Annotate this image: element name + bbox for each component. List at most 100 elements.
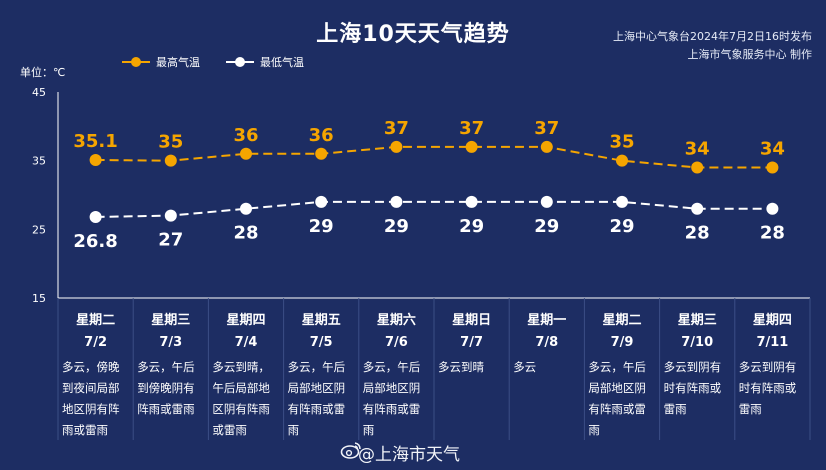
data-label-high: 35.1 <box>73 131 117 152</box>
weather-text: 雷雨 <box>739 402 762 416</box>
data-point-high <box>164 154 177 167</box>
date-label: 7/5 <box>310 335 333 350</box>
data-label-high: 37 <box>459 118 484 139</box>
data-label-low: 29 <box>609 216 634 237</box>
weather-text: 阵雨或雷雨 <box>137 402 195 416</box>
weather-text: 局部地区阴 <box>288 381 346 395</box>
weather-text: 多云，午后 <box>288 360 346 374</box>
data-point-high <box>240 147 252 160</box>
weather-text: 多云，傍晚 <box>62 360 120 374</box>
data-point-high <box>390 140 403 153</box>
data-label-high: 34 <box>760 139 785 160</box>
weather-text: 多云，午后 <box>363 360 421 374</box>
legend-label-1: 最低气温 <box>260 55 304 69</box>
producer-line: 上海市气象服务中心 制作 <box>687 48 813 61</box>
weather-text: 时有阵雨或 <box>664 381 722 395</box>
data-point-low <box>691 202 704 215</box>
data-label-high: 35 <box>158 132 183 153</box>
data-label-high: 34 <box>685 139 710 160</box>
weather-text: 多云到阴有 <box>739 360 797 374</box>
y-tick-label: 15 <box>32 292 46 305</box>
data-label-low: 27 <box>158 230 183 251</box>
page-title: 上海10天天气趋势 <box>316 22 510 47</box>
weekday-label: 星期一 <box>527 313 566 328</box>
data-label-high: 37 <box>534 118 559 139</box>
weekday-label: 星期二 <box>76 313 115 328</box>
data-label-low: 29 <box>384 216 409 237</box>
weekday-label: 星期三 <box>678 313 717 328</box>
data-point-high <box>540 140 553 153</box>
weather-text: 雨 <box>288 423 300 437</box>
weather-text: 到傍晚阴有 <box>137 381 195 395</box>
y-tick-label: 35 <box>32 155 46 168</box>
weather-text: 多云，午后 <box>137 360 195 374</box>
weather-text: 有阵雨或雷 <box>363 402 421 416</box>
weekday-label: 星期四 <box>753 313 792 328</box>
publisher-line: 上海中心气象台2024年7月2日16时发布 <box>613 30 812 43</box>
data-label-low: 29 <box>459 216 484 237</box>
weekday-label: 星期日 <box>452 313 491 328</box>
data-label-low: 28 <box>233 223 258 244</box>
data-point-high <box>465 140 478 153</box>
weather-text: 雨 <box>588 423 600 437</box>
data-point-high <box>89 153 102 166</box>
weather-text: 或雷雨 <box>212 423 247 437</box>
data-point-low <box>89 210 102 223</box>
legend-marker-1 <box>235 57 245 67</box>
weather-text: 多云到晴， <box>212 360 270 374</box>
date-label: 7/7 <box>460 335 483 350</box>
weather-text: 局部地区阴 <box>588 381 646 395</box>
data-point-low <box>315 195 328 208</box>
date-label: 7/6 <box>385 335 408 350</box>
weather-text: 多云到晴 <box>438 360 484 374</box>
weather-text: 雨或雷雨 <box>62 423 108 437</box>
weather-text: 多云，午后 <box>588 360 646 374</box>
data-label-high: 37 <box>384 118 409 139</box>
date-label: 7/8 <box>535 335 558 350</box>
weather-text: 时有阵雨或 <box>739 381 797 395</box>
date-label: 7/10 <box>681 335 713 350</box>
y-tick-label: 25 <box>32 223 46 236</box>
data-point-high <box>616 154 628 167</box>
date-label: 7/2 <box>84 335 107 350</box>
data-label-low: 28 <box>760 223 785 244</box>
weekday-label: 星期二 <box>602 313 641 328</box>
weibo-icon <box>340 442 361 459</box>
weekday-label: 星期六 <box>377 312 416 328</box>
data-label-high: 35 <box>609 132 634 153</box>
date-label: 7/4 <box>235 335 258 350</box>
data-point-high <box>766 161 779 174</box>
weekday-label: 星期四 <box>226 313 265 328</box>
data-label-low: 26.8 <box>73 231 117 252</box>
data-label-low: 29 <box>309 216 334 237</box>
data-point-low <box>540 195 553 208</box>
weather-text: 多云到阴有 <box>664 360 722 374</box>
legend-label-0: 最高气温 <box>156 55 200 69</box>
weather-text: 有阵雨或雷 <box>588 402 646 416</box>
data-point-high <box>315 147 328 160</box>
weather-text: 有阵雨或雷 <box>288 402 346 416</box>
data-point-low <box>390 195 403 208</box>
data-point-low <box>164 209 177 222</box>
series-line-high <box>95 145 773 169</box>
data-point-low <box>240 202 252 215</box>
footer-account: @上海市天气 <box>358 445 460 465</box>
weather-text: 午后局部地 <box>212 381 270 395</box>
data-label-low: 28 <box>685 223 710 244</box>
weather-text: 雷雨 <box>664 402 687 416</box>
weather-text: 区阴有阵雨 <box>212 402 270 416</box>
date-label: 7/11 <box>756 335 788 350</box>
data-point-high <box>691 161 704 174</box>
data-point-low <box>766 202 779 215</box>
weekday-label: 星期五 <box>302 313 341 328</box>
unit-label: 单位：℃ <box>20 65 65 79</box>
weather-text: 到夜间局部 <box>62 381 120 395</box>
date-label: 7/9 <box>611 335 634 350</box>
data-label-high: 36 <box>233 125 258 146</box>
weather-text: 多云 <box>513 360 536 374</box>
weather-text: 雨 <box>363 423 375 437</box>
data-point-low <box>465 195 478 208</box>
y-tick-label: 45 <box>32 86 46 99</box>
weekday-label: 星期三 <box>151 313 190 328</box>
